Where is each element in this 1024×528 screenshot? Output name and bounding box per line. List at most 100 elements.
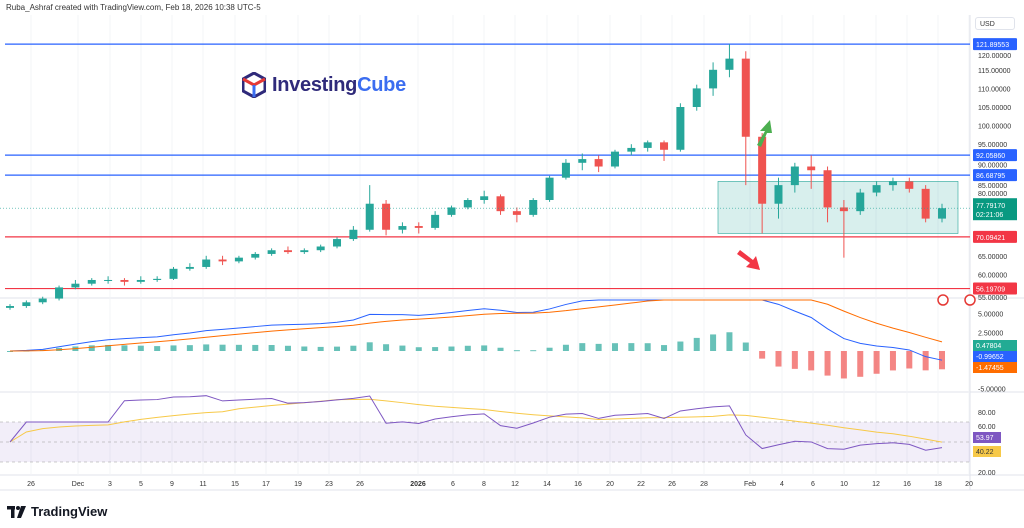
macd-histogram-bar (235, 344, 242, 351)
y-tick-label: 80.00000 (978, 191, 1007, 198)
y-tick-label: 95.00000 (978, 142, 1007, 149)
candle-body (660, 142, 669, 150)
y-tick-label: 65.00000 (978, 254, 1007, 261)
currency-selector[interactable]: USD (975, 17, 1015, 30)
candle-body (153, 278, 162, 280)
macd-histogram-bar (775, 351, 782, 367)
candle-body (643, 142, 652, 148)
macd-histogram-bar (808, 351, 815, 371)
candle-body (725, 58, 734, 70)
logo-text-b: Cube (357, 73, 406, 96)
x-tick-label: 12 (872, 481, 880, 488)
candle-body (136, 279, 145, 282)
candle-body (676, 107, 685, 150)
macd-histogram-bar (857, 351, 864, 377)
x-tick-label: 6 (451, 481, 455, 488)
x-tick-label: 8 (482, 481, 486, 488)
x-tick-label: Feb (744, 481, 756, 488)
candle-body (169, 268, 178, 279)
macd-histogram-bar (464, 345, 471, 351)
macd-histogram-bar (530, 350, 537, 352)
candle-body (905, 181, 914, 189)
candle-body (872, 185, 881, 193)
macd-histogram-bar (661, 345, 668, 351)
candle-body (447, 207, 456, 215)
candle-body (496, 196, 505, 212)
rsi-tick-label: 20.00 (978, 470, 996, 477)
rsi-tick-label: 60.00 (978, 424, 996, 431)
x-tick-label: 20 (606, 481, 614, 488)
macd-tick-label: 2.50000 (978, 330, 1003, 337)
macd-histogram-bar (268, 345, 275, 351)
x-tick-label: 26 (356, 481, 364, 488)
candle-body (202, 259, 211, 267)
arrow-up-icon (757, 120, 772, 147)
level-label-bg (973, 230, 1017, 243)
level-label: 70.09421 (976, 235, 1005, 242)
candle-body (22, 302, 31, 307)
macd-histogram-bar (284, 345, 291, 351)
cube-icon (242, 72, 266, 98)
candle-body (185, 266, 194, 269)
investingcube-logo: InvestingCube (242, 72, 406, 98)
candle-body (741, 58, 750, 137)
x-tick-label: 3 (108, 481, 112, 488)
x-tick-label: 4 (780, 481, 784, 488)
candle-body (512, 211, 521, 215)
arrow-down-icon (737, 250, 760, 270)
y-tick-label: 60.00000 (978, 272, 1007, 279)
y-tick-label: 85.00000 (978, 183, 1007, 190)
macd-histogram-bar (252, 344, 259, 351)
rsi-line (9, 395, 943, 451)
candle-body (856, 192, 865, 212)
candle-body (463, 200, 472, 208)
macd-readout-signal: -1.47455 (976, 365, 1004, 372)
candle-body (921, 188, 930, 219)
macd-histogram-bar (432, 347, 439, 351)
macd-histogram-bar (677, 341, 684, 351)
macd-readout-bg (973, 340, 1017, 351)
macd-histogram-bar (448, 346, 455, 351)
macd-histogram-bar (334, 346, 341, 351)
macd-histogram-bar (186, 345, 193, 351)
macd-histogram-bar (579, 343, 586, 351)
consolidation-zone (717, 181, 959, 234)
candle-body (300, 250, 309, 253)
candle-body (120, 279, 129, 282)
macd-histogram-bar (791, 351, 798, 369)
macd-histogram-bar (366, 342, 373, 351)
x-tick-label: 11 (199, 481, 206, 488)
candle-body (55, 287, 64, 299)
x-tick-label: 15 (231, 481, 239, 488)
bar-countdown: 02:21:06 (976, 212, 1003, 219)
macd-readout-histogram: 0.47804 (976, 343, 1001, 350)
x-tick-label: 26 (27, 481, 35, 488)
candle-body (774, 185, 783, 204)
us-flag-event-icon (964, 294, 976, 306)
x-tick-label: 12 (511, 481, 519, 488)
macd-histogram-bar (873, 351, 880, 374)
x-tick-label: 26 (668, 481, 676, 488)
macd-histogram-bar (350, 345, 357, 351)
macd-histogram-bar (399, 345, 406, 351)
macd-histogram-bar (693, 337, 700, 351)
macd-histogram-bar (301, 346, 308, 351)
macd-histogram-bar (922, 351, 929, 371)
level-label: 86.68795 (976, 173, 1005, 180)
candle-body (692, 88, 701, 107)
logo-text-a: Investing (272, 73, 358, 96)
macd-histogram-bar (383, 344, 390, 351)
candle-body (938, 208, 946, 219)
x-tick-label: 22 (637, 481, 645, 488)
y-tick-label: 55.00000 (978, 295, 1007, 302)
candle-body (104, 279, 113, 281)
rsi-readout-rsi_ma: 40.22 (976, 449, 994, 456)
candle-body (283, 250, 292, 253)
candle-body (267, 250, 276, 254)
macd-histogram-bar (105, 344, 112, 351)
candle-body (578, 159, 587, 163)
tradingview-logo-icon (7, 505, 26, 518)
macd-histogram-bar (317, 346, 324, 351)
level-label-bg (973, 38, 1017, 51)
